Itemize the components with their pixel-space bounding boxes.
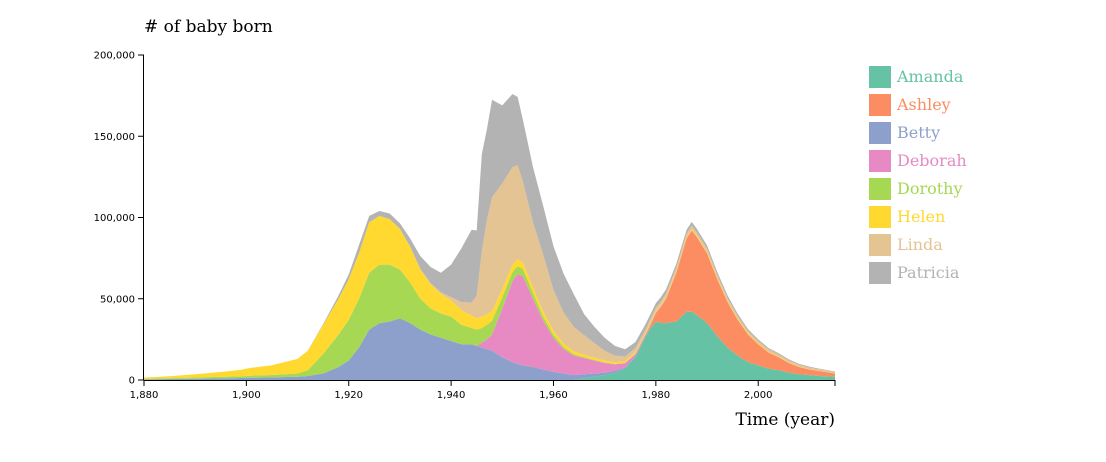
legend-label-patricia: Patricia [897, 263, 960, 282]
area-linda [144, 165, 835, 378]
x-tick-label: 1,960 [539, 390, 568, 401]
x-tick-label: 1,940 [437, 390, 466, 401]
area-helen [144, 215, 835, 379]
legend-label-amanda: Amanda [896, 67, 964, 86]
y-tick-label: 100,000 [94, 213, 135, 224]
area-betty [144, 230, 835, 380]
legend-swatch-helen [869, 206, 891, 228]
legend-swatch-amanda [869, 66, 891, 88]
y-axis-title: # of baby born [144, 17, 273, 37]
legend-swatch-ashley [869, 94, 891, 116]
y-tick-label: 200,000 [94, 51, 135, 62]
area-patricia [144, 94, 835, 378]
x-axis: 1,880 1,900 1,920 1,940 1,960 1,980 2,000 [130, 380, 836, 401]
legend-swatch-deborah [869, 150, 891, 172]
area-ashley [144, 230, 835, 380]
legend-swatch-patricia [869, 262, 891, 284]
y-tick-label: 0 [129, 376, 135, 387]
legend-label-betty: Betty [897, 123, 940, 142]
y-tick-label: 50,000 [100, 294, 135, 305]
area-amanda [144, 311, 835, 380]
legend-label-linda: Linda [897, 235, 943, 254]
legend-label-dorothy: Dorothy [897, 179, 963, 198]
x-tick-label: 2,000 [744, 390, 773, 401]
x-tick-label: 1,980 [642, 390, 671, 401]
legend-label-deborah: Deborah [897, 151, 967, 170]
x-tick-label: 1,900 [232, 390, 261, 401]
legend-swatch-betty [869, 122, 891, 144]
x-tick-label: 1,880 [130, 390, 159, 401]
legend-label-helen: Helen [897, 207, 945, 226]
legend-swatch-linda [869, 234, 891, 256]
legend-swatch-dorothy [869, 178, 891, 200]
legend-label-ashley: Ashley [896, 95, 951, 114]
y-axis: 0 50,000 100,000 150,000 200,000 [94, 51, 144, 387]
area-layers [144, 94, 835, 380]
legend: Amanda Ashley Betty Deborah Dorothy Helen Lind… [869, 66, 967, 284]
x-tick-label: 1,920 [334, 390, 363, 401]
x-axis-title: Time (year) [735, 410, 835, 430]
y-tick-label: 150,000 [94, 132, 135, 143]
area-deborah [144, 230, 835, 380]
